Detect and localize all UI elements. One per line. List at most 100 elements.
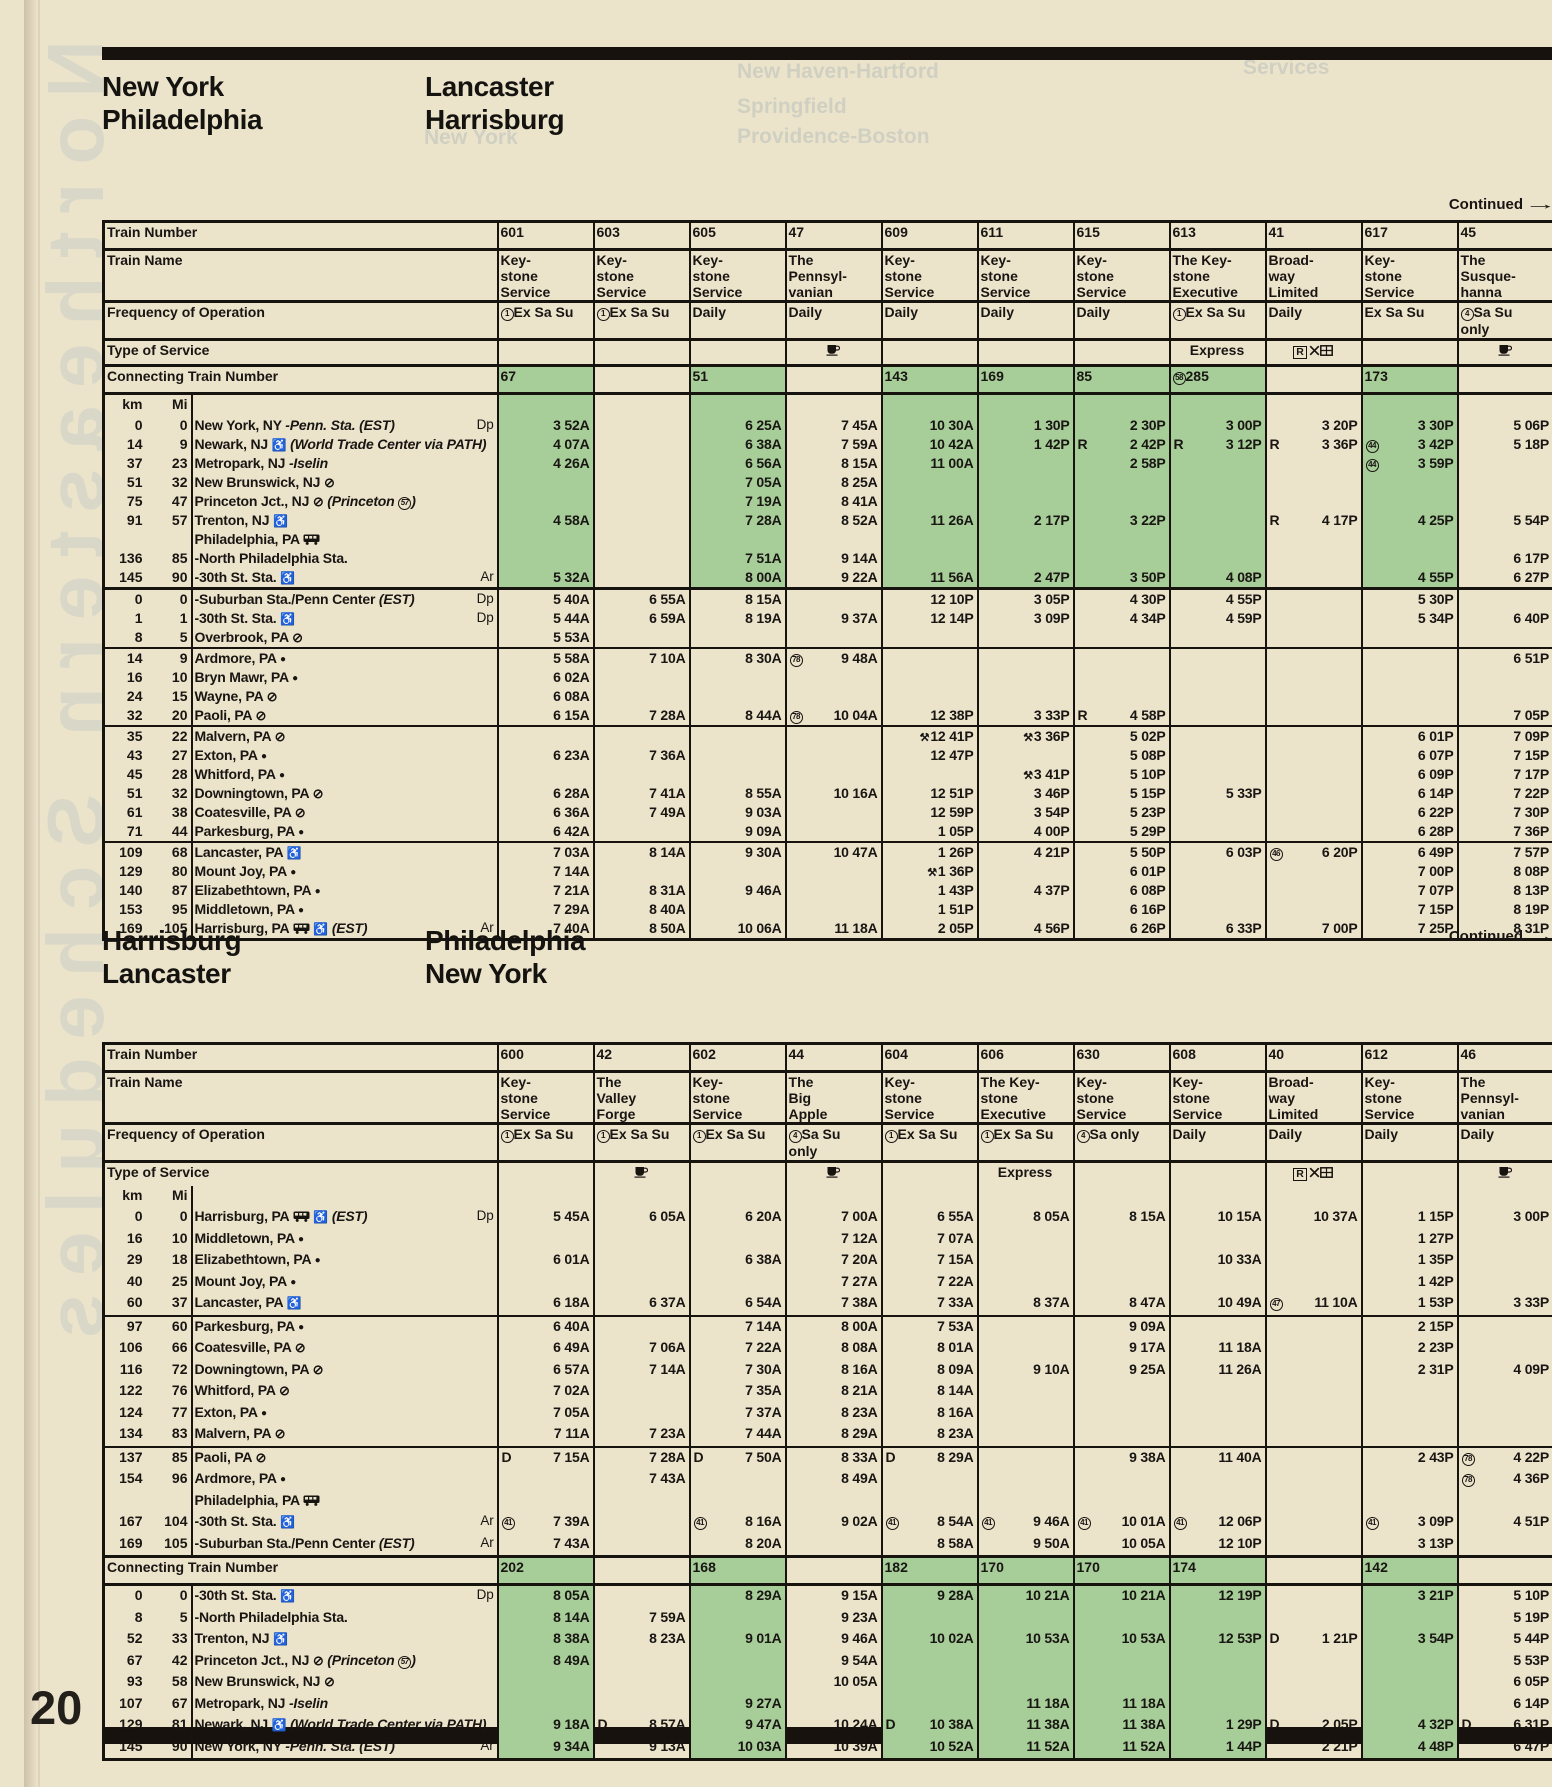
wheelchair-icon: ♿ (273, 1632, 288, 1646)
station-cell: Philadelphia, PA (190, 1490, 498, 1512)
station-cell: Wayne, PA ⊘ (190, 687, 498, 706)
time-cell (1168, 803, 1266, 822)
no-agent-icon: ⊘ (323, 1674, 335, 1689)
station-row: 124 77 Exton, PA ● 7 05A 7 37A 8 23A 8 16A (104, 1402, 1552, 1424)
no-agent-icon: ⊘ (312, 1652, 324, 1668)
route-title-left: Harrisburg Lancaster (102, 924, 242, 990)
time-cell: 9 27A (688, 1693, 786, 1715)
type-of-service-cell (688, 1160, 786, 1186)
no-agent-icon: ⊘ (294, 805, 306, 820)
time-cell (1264, 706, 1362, 726)
time-cell: 4 30P (1072, 587, 1170, 609)
time-cell: 4 26A (496, 454, 594, 473)
time-cell (496, 1693, 594, 1715)
dp-ar-label: Dp (476, 591, 494, 606)
time-cell: 7 28A (592, 706, 690, 726)
station-cell: Metropark, NJ -Iselin (190, 454, 498, 473)
station-cell: New York, NY -Penn. Sta. (EST) Ar (190, 1736, 498, 1760)
time-cell (592, 1584, 690, 1608)
footnote-circle: 1 (980, 1130, 994, 1143)
time-cell: 10 39A (784, 1736, 882, 1760)
stop-dot-icon: ● (298, 1233, 304, 1245)
mi-cell: 44 (171, 823, 188, 839)
wheelchair-icon: ♿ (313, 1210, 329, 1224)
time-cell (1264, 1228, 1362, 1250)
train-number-cell: 615 (1072, 221, 1170, 250)
time-cell (688, 530, 786, 549)
frequency-cell: 4 Sa Su only (1456, 300, 1552, 340)
time-cell: ⚒3 41P (976, 765, 1074, 784)
time-cell: 7 41A (592, 784, 690, 803)
mi-cell: 96 (171, 1470, 188, 1486)
continued-label: Continued→ (1449, 196, 1552, 213)
time-cell: 5 54P (1456, 511, 1552, 530)
time-cell (688, 668, 786, 687)
time-cell: 8 13P (1456, 881, 1552, 900)
km-cell: 169 (119, 1534, 143, 1551)
time-cell (784, 900, 882, 919)
beverage-cup-icon (1498, 1167, 1512, 1178)
footnote-circle: 1 (884, 1130, 898, 1143)
stop-dot-icon: ● (298, 1321, 304, 1333)
mi-cell: 67 (171, 1694, 188, 1711)
time-cell (1072, 1469, 1170, 1491)
distance-header-row: km Mi (104, 393, 1552, 416)
connecting-number-cell (592, 364, 690, 395)
time-cell (1072, 549, 1170, 568)
time-cell (976, 549, 1074, 568)
title-line: Harrisburg (425, 104, 565, 135)
time-cell (1264, 1650, 1362, 1672)
time-cell (880, 687, 978, 706)
train-name-cell: The Susque-hanna (1456, 248, 1552, 302)
time-cell: 6 36A (496, 803, 594, 822)
mi-cell: 5 (179, 1608, 188, 1625)
no-agent-icon: ⊘ (312, 494, 324, 509)
time-cell: 4 34P (1072, 609, 1170, 628)
time-cell (784, 746, 882, 765)
station-cell: Middletown, PA ● (190, 1228, 498, 1250)
mi-cell: 95 (171, 901, 188, 917)
frequency-cell: 4 Sa only (1072, 1122, 1170, 1162)
time-cell: 10 49A (1168, 1293, 1266, 1316)
time-cell: 7 35A (688, 1381, 786, 1403)
time-cell: 9 18A (496, 1715, 594, 1737)
time-cell: 5 58A (496, 647, 594, 668)
mi-cell: 90 (171, 1737, 188, 1754)
time-cell: 7 05A (496, 1402, 594, 1424)
train-name-cell: Key-stone Service (496, 248, 594, 302)
footnote-circle: 47 (1269, 1298, 1283, 1311)
time-cell: 9 14A (784, 549, 882, 568)
footnote-circle: 4 (1076, 1130, 1090, 1143)
stop-restriction-letter: R (1077, 436, 1088, 452)
time-cell: 6 54A (688, 1293, 786, 1316)
time-cell: 1 51P (880, 900, 978, 919)
station-row: 45 28 Whitford, PA ● ⚒3 41P 5 10P 6 09P 7 17P (104, 765, 1552, 784)
stop-restriction-letter: D (501, 1448, 512, 1465)
footnote-circle: 57 (398, 1655, 412, 1669)
time-cell (1168, 1672, 1266, 1694)
footnote-circle: 78 (789, 711, 803, 724)
time-cell: 3 21P (1360, 1584, 1458, 1608)
no-agent-icon: ⊘ (274, 1426, 286, 1441)
time-cell (1072, 668, 1170, 687)
station-row: 145 90 New York, NY -Penn. Sta. (EST) Ar 9 3… (104, 1736, 1552, 1760)
time-cell (592, 687, 690, 706)
footnote-circle: 41 (981, 1517, 995, 1530)
time-cell: 12 19P (1168, 1584, 1266, 1608)
time-cell: 41 8 54A (880, 1512, 978, 1534)
footnote-circle: 41 (885, 1517, 899, 1530)
time-cell (976, 530, 1074, 549)
time-cell (976, 1490, 1074, 1512)
time-cell (1072, 628, 1170, 648)
time-cell: 7 10A (592, 647, 690, 668)
title-line: Harrisburg (102, 925, 242, 956)
time-cell: 1 29P (1168, 1715, 1266, 1737)
page-gutter-shading (24, 0, 38, 1787)
time-cell (1168, 706, 1266, 726)
train-number-cell: 45 (1456, 221, 1552, 250)
type-of-service-cell (1456, 338, 1552, 366)
mi-cell: 33 (171, 1630, 188, 1646)
connecting-number-cell: 170 (1072, 1555, 1170, 1586)
mi-cell (146, 1491, 192, 1513)
